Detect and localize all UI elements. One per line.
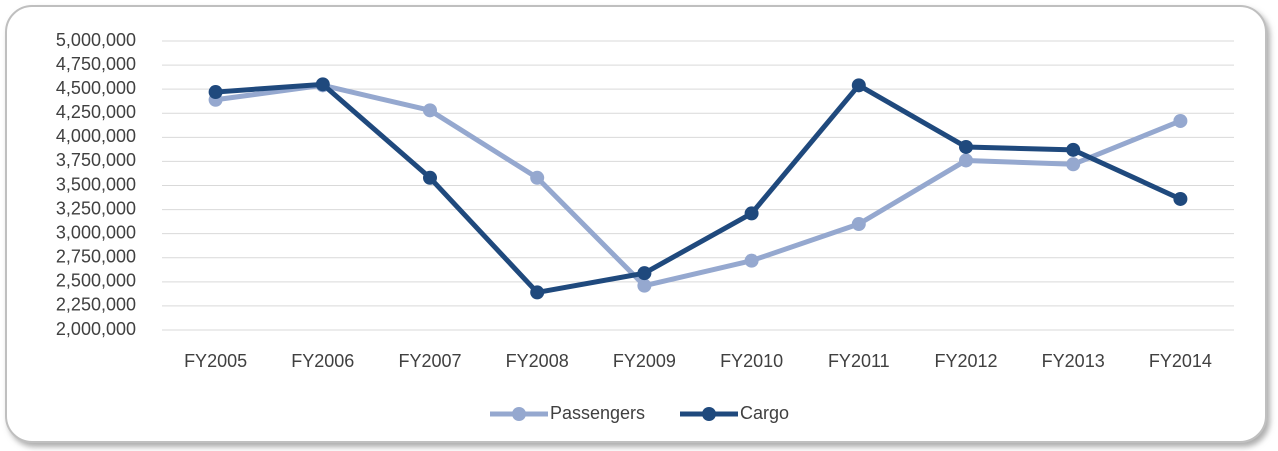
legend-marker — [512, 407, 526, 421]
x-tick-label: FY2010 — [720, 351, 783, 371]
x-tick-label: FY2013 — [1042, 351, 1105, 371]
y-tick-label: 4,000,000 — [56, 126, 136, 146]
y-tick-label: 3,000,000 — [56, 222, 136, 242]
y-tick-label: 4,750,000 — [56, 54, 136, 74]
data-point — [1066, 157, 1081, 172]
data-point — [744, 206, 759, 221]
data-point — [851, 217, 866, 232]
data-point — [208, 85, 223, 100]
series-line — [215, 81, 1182, 295]
x-tick-label: FY2009 — [613, 351, 676, 371]
y-tick-label: 4,500,000 — [56, 78, 136, 98]
y-tick-label: 2,750,000 — [56, 247, 136, 267]
data-point — [637, 278, 652, 293]
y-tick-label: 3,250,000 — [56, 198, 136, 218]
x-tick-label: FY2008 — [506, 351, 569, 371]
data-point — [959, 139, 973, 154]
y-tick-label: 2,500,000 — [56, 271, 136, 291]
data-point — [1173, 113, 1188, 128]
data-point — [1066, 142, 1081, 157]
data-point — [423, 170, 437, 185]
chart-frame — [5, 5, 1267, 443]
data-point — [315, 77, 330, 92]
data-point — [530, 170, 545, 185]
x-tick-label: FY2014 — [1149, 351, 1212, 371]
x-tick-label: FY2007 — [398, 351, 461, 371]
data-point — [1173, 191, 1188, 206]
x-tick-label: FY2011 — [828, 351, 890, 371]
series-line — [215, 82, 1182, 289]
x-tick-label: FY2005 — [184, 351, 247, 371]
legend-label: Passengers — [550, 403, 645, 423]
data-point — [530, 285, 545, 300]
data-point — [851, 78, 866, 93]
x-tick-label: FY2012 — [934, 351, 997, 371]
y-tick-label: 2,250,000 — [56, 295, 136, 315]
x-tick-label: FY2006 — [291, 351, 354, 371]
y-tick-label: 5,000,000 — [56, 30, 136, 50]
data-point — [959, 153, 973, 168]
y-tick-label: 4,250,000 — [56, 102, 136, 122]
y-tick-label: 3,500,000 — [56, 174, 136, 194]
y-tick-label: 2,000,000 — [56, 319, 136, 339]
data-point — [423, 103, 437, 118]
legend-marker — [702, 407, 716, 421]
legend-label: Cargo — [740, 403, 789, 423]
data-point — [744, 253, 759, 268]
y-tick-label: 3,750,000 — [56, 150, 136, 170]
data-point — [637, 266, 652, 281]
